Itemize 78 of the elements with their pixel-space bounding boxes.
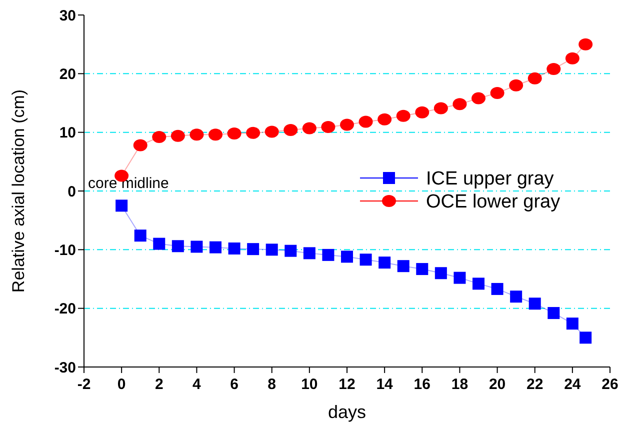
point — [340, 118, 354, 131]
point — [322, 248, 334, 261]
x-tick-label: -2 — [77, 376, 91, 393]
x-tick-label: 18 — [451, 376, 468, 393]
point — [321, 121, 336, 134]
point — [210, 241, 222, 254]
point — [415, 106, 430, 118]
y-tick-label: -20 — [54, 300, 76, 318]
x-tick-label: 4 — [192, 376, 202, 393]
point — [358, 116, 373, 128]
point — [302, 122, 316, 134]
point — [284, 124, 298, 136]
point — [190, 128, 204, 141]
point — [416, 263, 428, 276]
point — [378, 256, 391, 269]
point — [548, 307, 560, 320]
point — [565, 52, 580, 64]
x-tick-label: 0 — [117, 376, 126, 393]
x-tick-label: 10 — [301, 376, 318, 393]
y-tick-label: 30 — [59, 7, 76, 24]
point — [247, 243, 260, 256]
x-tick-label: 12 — [338, 376, 356, 393]
point — [208, 128, 222, 141]
point — [172, 240, 184, 252]
y-tick-label: -30 — [54, 359, 76, 376]
point — [397, 260, 410, 272]
y-axis-title: Relative axial location (cm) — [9, 89, 28, 293]
y-tick-label: -10 — [54, 242, 76, 259]
x-tick-label: 2 — [154, 376, 164, 393]
x-tick-label: 16 — [414, 376, 430, 393]
point — [528, 298, 541, 310]
point — [266, 244, 278, 256]
point — [580, 332, 592, 344]
point — [116, 200, 128, 212]
point — [152, 131, 166, 144]
point — [246, 126, 260, 139]
y-tick-label: 20 — [59, 66, 76, 83]
point — [434, 102, 448, 114]
point — [528, 72, 542, 84]
point — [578, 38, 593, 50]
point — [454, 272, 466, 284]
legend-label: OCE lower gray — [426, 192, 561, 213]
point — [491, 282, 504, 295]
point — [303, 247, 316, 260]
point — [341, 250, 353, 263]
point — [434, 267, 447, 280]
point — [190, 240, 203, 253]
x-tick-label: 26 — [602, 376, 618, 393]
point — [510, 290, 522, 303]
x-tick-label: 20 — [488, 376, 506, 393]
point — [228, 242, 240, 254]
x-tick-label: 24 — [564, 376, 582, 393]
y-tick-label: 10 — [59, 124, 76, 142]
point — [284, 244, 297, 257]
point — [509, 79, 524, 92]
point — [490, 87, 504, 100]
point — [378, 113, 392, 126]
point — [264, 126, 279, 138]
point — [227, 128, 242, 140]
point — [170, 130, 185, 142]
point — [133, 139, 148, 152]
x-tick-label: 22 — [526, 376, 544, 393]
annotation: core midline — [88, 175, 169, 192]
point — [452, 98, 467, 110]
x-tick-label: 14 — [376, 376, 394, 393]
legend-label: ICE upper gray — [426, 168, 554, 190]
point — [134, 230, 146, 242]
point — [472, 92, 486, 104]
x-tick-label: 8 — [268, 376, 276, 393]
x-axis-title: days — [328, 402, 366, 422]
point — [546, 62, 561, 75]
x-tick-label: 6 — [230, 376, 238, 393]
point — [472, 278, 484, 290]
point — [360, 254, 372, 266]
point — [153, 238, 166, 250]
point — [566, 318, 578, 330]
y-tick-label: 0 — [68, 183, 76, 200]
point — [396, 110, 410, 122]
